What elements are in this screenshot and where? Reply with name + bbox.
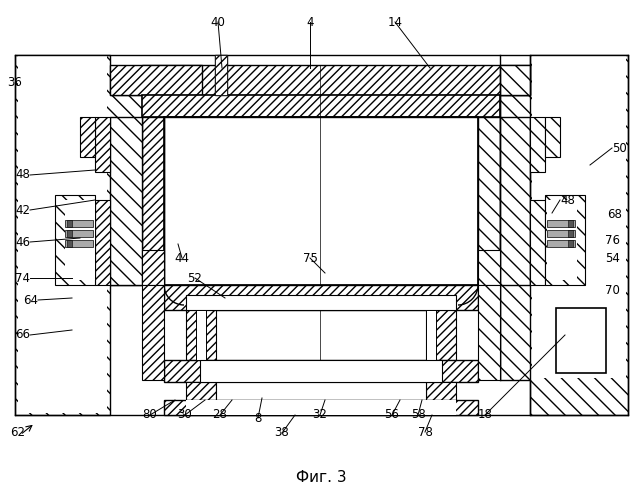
Text: 74: 74 [15,272,30,284]
Bar [215,55,227,95]
Bar [547,230,575,237]
Bar [196,310,206,360]
Text: 30: 30 [177,408,192,422]
Bar [545,195,585,285]
Polygon shape [15,55,200,415]
Bar [110,65,202,95]
Bar [95,117,110,172]
Text: 68: 68 [607,208,622,222]
Bar [547,240,575,247]
Bar [142,95,500,117]
Text: 38: 38 [275,426,289,440]
Bar [556,308,606,373]
Text: 58: 58 [411,408,426,422]
Text: 46: 46 [15,236,30,248]
Text: 75: 75 [303,252,318,264]
Bar [18,56,107,413]
Bar [164,400,478,415]
Text: 50: 50 [612,142,627,154]
Text: 28: 28 [213,408,228,422]
Bar [164,117,478,285]
Bar [200,65,530,95]
Bar [568,230,573,237]
Text: 40: 40 [210,16,226,28]
Text: 54: 54 [605,252,620,264]
Bar [55,195,95,285]
Bar [478,117,500,285]
Bar [142,250,164,285]
Text: 4: 4 [306,16,314,28]
Bar [500,117,530,285]
Bar [532,56,626,378]
Bar [186,382,216,400]
Text: 48: 48 [15,168,30,181]
Bar [478,250,500,285]
Text: 62: 62 [10,426,26,438]
Text: 44: 44 [174,252,190,264]
Bar [215,55,227,95]
Bar [500,65,530,95]
Bar [95,200,110,285]
Text: 56: 56 [385,408,399,422]
Text: 52: 52 [188,272,203,284]
Bar [65,200,95,280]
Bar [547,200,577,280]
Text: 18: 18 [478,408,493,422]
Text: 70: 70 [605,284,620,296]
Bar [426,310,436,360]
Text: Фиг. 3: Фиг. 3 [296,470,347,486]
Bar [164,285,478,310]
Bar [65,220,93,227]
Bar [186,400,456,415]
Text: 78: 78 [417,426,433,438]
Bar [547,220,575,227]
Bar [426,310,456,360]
Bar [67,230,72,237]
Text: 32: 32 [312,408,327,422]
Bar [142,117,164,285]
Text: 80: 80 [143,408,158,422]
Polygon shape [500,55,628,415]
Text: 8: 8 [255,412,262,424]
Text: 76: 76 [605,234,620,246]
Bar [530,117,545,172]
Bar [426,382,456,400]
Text: 66: 66 [15,328,30,342]
Bar [65,240,93,247]
Bar [478,285,500,380]
Text: 14: 14 [388,16,403,28]
Text: 42: 42 [15,204,30,216]
Text: 36: 36 [7,76,22,90]
Bar [216,382,426,400]
Text: 48: 48 [560,194,575,206]
Bar [80,117,95,157]
Bar [200,360,442,382]
Bar [67,240,72,247]
Bar [568,240,573,247]
Bar [186,310,216,360]
Bar [65,230,93,237]
Bar [568,220,573,227]
Bar [164,360,478,382]
Text: 64: 64 [23,294,38,306]
Bar [142,285,164,380]
Bar [530,200,545,285]
Bar [186,295,456,310]
Bar [67,220,72,227]
Bar [110,117,142,285]
Bar [545,117,560,157]
